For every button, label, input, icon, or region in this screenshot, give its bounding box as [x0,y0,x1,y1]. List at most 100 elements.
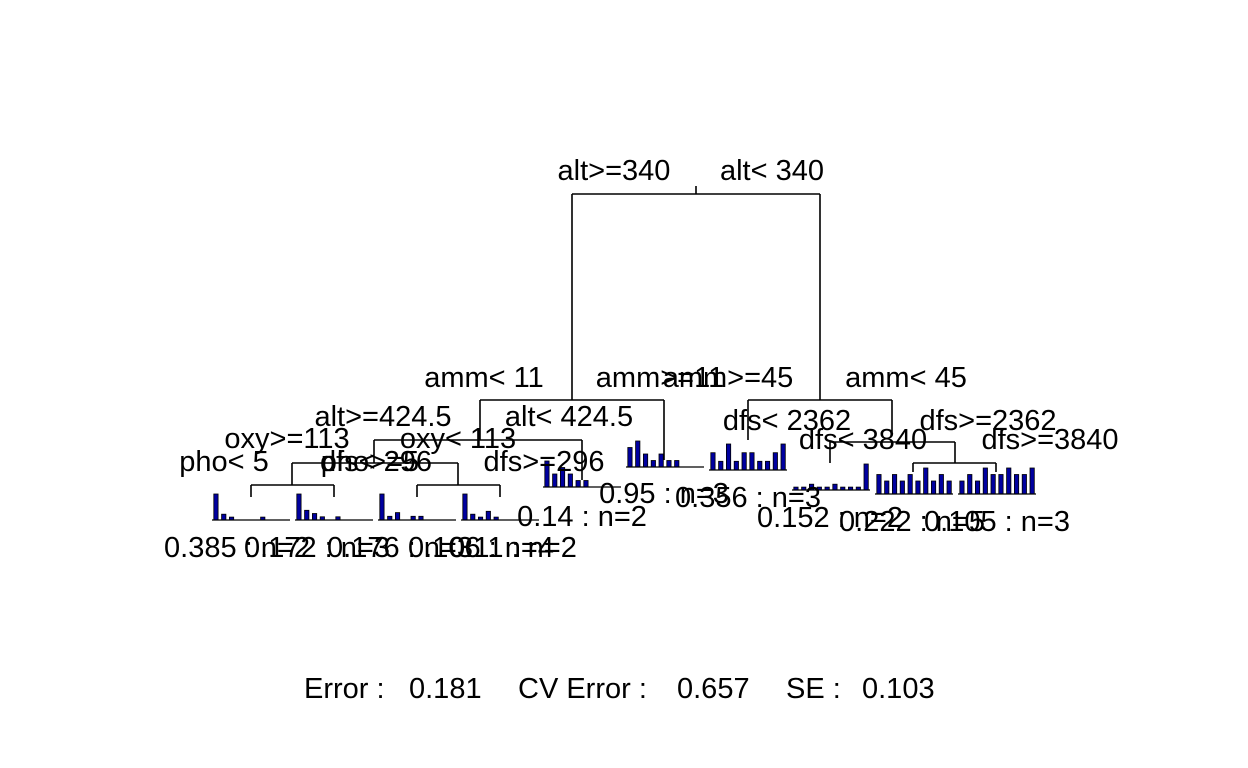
split-label-oxy-ge-113: oxy>=113 [224,423,349,455]
histogram-bar [627,447,633,468]
leaf-labels: 0.385 : n=2 0.172 : n=3 0.176 : n=3 0.10… [164,478,1070,564]
split-label-amm-ge-11: amm>=11 [596,362,724,394]
leaf-histogram [378,493,456,521]
split-label-pho-ge-5: pho>=5 [321,446,419,478]
leaf-label: 0.14 : n=2 [517,501,647,533]
histogram-bar [304,509,310,521]
leaf-histogram [709,443,787,471]
leaf-label: 0.222 : n=5 [839,506,985,538]
histogram-bar [1021,474,1027,495]
leaf-label: 0.11 : n=2 [449,532,577,564]
error-value: 0.181 [409,673,482,705]
leaf-label: 0.106 : n=4 [408,532,554,564]
histogram-bar [296,493,302,521]
histogram-bar [1014,474,1020,495]
histogram-bar [959,480,965,495]
histogram-bar [733,460,739,471]
histogram-bar [1006,467,1012,495]
split-label-dfs-lt-296: dfs< 296 [320,446,432,478]
histogram-bar [575,480,581,488]
histogram-bar [710,452,716,471]
split-label-pho-lt-5: pho< 5 [179,446,269,478]
histogram-bar [772,452,778,471]
edge-amm-45 [747,399,893,440]
split-label-alt-lt-340: alt< 340 [720,155,824,187]
histogram-bar [931,480,937,495]
histogram-bar [650,460,656,468]
split-labels: alt>=340 alt< 340 amm< 11 amm>=11 amm>=4… [179,155,1118,478]
leaf-histogram [626,440,704,468]
edge-dfs-296 [416,484,501,497]
histogram-bar [726,443,732,471]
histogram-bar [990,474,996,495]
histogram-bar [379,493,385,521]
histogram-bar [863,463,869,491]
histogram-bar [832,483,838,491]
split-label-oxy-lt-113: oxy< 113 [400,423,516,455]
histogram-bar [666,460,672,468]
histogram-bar [221,513,227,521]
histogram-bar [674,460,680,468]
leaf-histogram [212,493,290,521]
edge-oxy [291,462,459,485]
histogram-bar [967,474,973,495]
leaf-label: 0.385 : n=2 [164,532,310,564]
leaf-histogram [543,460,621,488]
split-label-dfs-lt-3840: dfs< 3840 [799,424,927,456]
histogram-bar [946,480,952,495]
histogram-bar [907,474,913,495]
split-label-dfs-ge-3840: dfs>=3840 [981,424,1118,456]
histogram-bar [311,513,318,521]
histogram-bar [718,460,724,471]
edge-pho [250,484,335,497]
histogram-bar [635,440,641,468]
histogram-bar [876,474,882,495]
se-value: 0.103 [862,673,935,705]
split-label-dfs-ge-2362: dfs>=2362 [919,405,1056,437]
edge-dfs-3840 [912,462,997,472]
histogram-bar [749,452,755,471]
histogram-bar [915,480,921,495]
histogram-bar [982,467,988,495]
histogram-bar [923,467,929,495]
edge-alt-424 [373,439,583,480]
split-label-dfs-lt-2362: dfs< 2362 [723,405,851,437]
histogram-bar [884,480,890,495]
leaf-histogram [958,467,1036,495]
histogram-bar [462,493,468,521]
histogram-bar [485,510,491,521]
histogram-bar [757,460,763,471]
histogram-bar [765,460,771,471]
histogram-bar [780,443,786,471]
histogram-bar [998,474,1004,495]
leaf-histogram [295,493,373,521]
edge-dfs-2362 [829,441,956,463]
split-label-alt-ge-340: alt>=340 [558,155,671,187]
histogram-bar [643,453,649,468]
histogram-bar [938,474,944,495]
leaf-histogram [461,493,539,521]
histogram-bar [1029,467,1035,495]
cv-error-value: 0.657 [677,673,750,705]
histogram-bar [213,493,219,521]
se-label: SE : [786,673,841,705]
split-label-amm-lt-11: amm< 11 [424,362,544,394]
edge-amm-11 [479,399,665,460]
tree-edges [250,186,997,497]
histogram-bar [892,474,898,495]
leaf-histogram [875,467,953,495]
leaf-label: 0.152 : n=2 [757,502,903,534]
leaf-histograms [212,440,1036,521]
histogram-bar [658,453,664,468]
leaf-label: 0.356 : n=3 [675,482,821,514]
histogram-bar [899,480,905,495]
histogram-bar [975,480,981,495]
split-label-amm-lt-45: amm< 45 [845,362,967,394]
histogram-bar [583,480,589,488]
histogram-bar [394,512,401,521]
leaf-label: 0.176 : n=3 [327,532,473,564]
split-label-amm-ge-45: amm>=45 [663,362,794,394]
edge-root [571,186,821,400]
error-summary: Error : 0.181 CV Error : 0.657 SE : 0.10… [304,673,935,705]
